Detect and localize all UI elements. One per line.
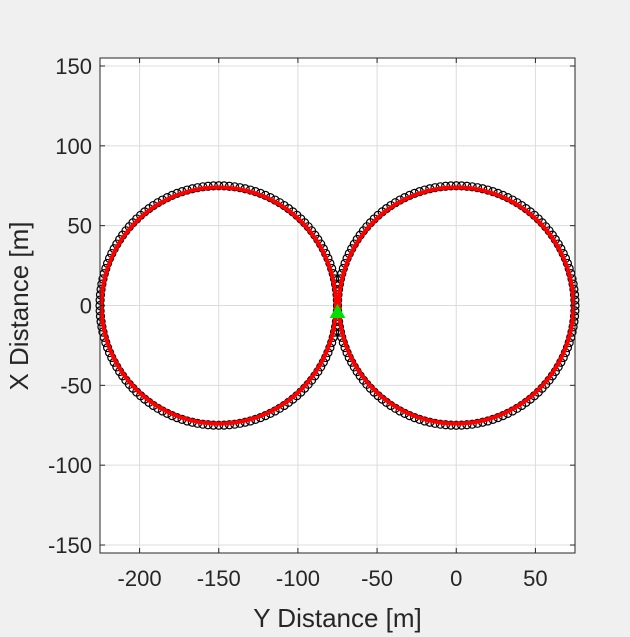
y-tick-label: 50 bbox=[68, 214, 92, 239]
y-tick-label: 100 bbox=[55, 134, 92, 159]
start-marker-series bbox=[329, 303, 346, 318]
y-tick-label: 0 bbox=[80, 294, 92, 319]
x-tick-label: 50 bbox=[523, 566, 547, 591]
start-triangle-marker bbox=[329, 303, 346, 318]
y-tick-label: -150 bbox=[48, 533, 92, 558]
y-tick-label: 150 bbox=[55, 54, 92, 79]
x-tick-label: -100 bbox=[276, 566, 320, 591]
x-axis-ticks: -200 -150 -100 -50 0 50 bbox=[118, 58, 548, 591]
x-tick-label: -200 bbox=[118, 566, 162, 591]
y-tick-label: -100 bbox=[48, 453, 92, 478]
x-axis-label: Y Distance [m] bbox=[253, 603, 422, 633]
x-tick-label: -50 bbox=[361, 566, 393, 591]
x-tick-label: 0 bbox=[450, 566, 462, 591]
y-axis-ticks: -150 -100 -50 0 50 100 150 bbox=[48, 54, 575, 558]
y-tick-label: -50 bbox=[60, 373, 92, 398]
y-axis-label: X Distance [m] bbox=[4, 221, 34, 390]
x-tick-label: -150 bbox=[197, 566, 241, 591]
